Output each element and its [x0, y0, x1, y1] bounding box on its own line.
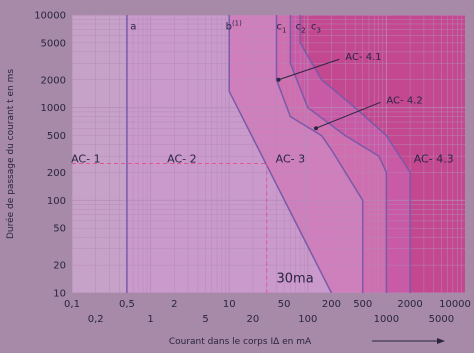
curve-label: c2: [296, 21, 306, 34]
x-tick-label: 2000: [397, 299, 422, 310]
zone-label: AC- 4.3: [414, 152, 454, 165]
x-tick-label: 5000: [429, 314, 454, 325]
x-tick-label: 0,2: [88, 314, 104, 325]
x-tick-label: 50: [278, 299, 291, 310]
y-tick-label: 50: [53, 224, 66, 235]
y-axis-title: Durée de passage du courant t en ms: [5, 69, 16, 239]
zone-ac-1: [72, 15, 127, 293]
annotation-leader: [276, 58, 340, 82]
x-tick-label: 20: [246, 314, 259, 325]
zone-label: AC- 3: [276, 152, 305, 165]
curve-label: a: [130, 21, 136, 32]
curve-b: [228, 15, 333, 293]
curve-label: c3: [311, 21, 321, 34]
x-tick-label: 500: [353, 299, 372, 310]
annotation-label: AC- 4.1: [345, 52, 381, 63]
curve-label: c1: [277, 21, 287, 34]
x-tick-label: 0,1: [64, 299, 80, 310]
x-axis-title: Courant dans le corps IΔ en mA: [169, 337, 312, 347]
x-tick-label: 10000: [439, 299, 471, 310]
y-tick-label: 10: [53, 289, 66, 300]
zone-label: AC- 2: [167, 152, 196, 165]
x-tick-label: 100: [298, 314, 317, 325]
x-tick-label: 10: [223, 299, 236, 310]
curve-c2: [289, 15, 388, 293]
annotation-label: AC- 4.2: [386, 95, 422, 106]
annotation-leader: [314, 101, 381, 131]
x-tick-label: 5: [202, 314, 208, 325]
x-tick-label: 0,5: [119, 299, 135, 310]
curve-label: b(1): [226, 19, 243, 32]
y-tick-label: 5000: [41, 38, 66, 49]
y-tick-label: 2000: [41, 75, 66, 86]
y-tick-label: 500: [47, 131, 66, 142]
x-tick-label: 1: [147, 314, 153, 325]
x-tick-label: 1000: [374, 314, 399, 325]
x-tick-label: 2: [171, 299, 177, 310]
x-tick-label: 200: [322, 299, 341, 310]
zone-label: AC- 1: [71, 152, 100, 165]
y-tick-label: 10000: [34, 11, 66, 22]
y-tick-label: 100: [47, 196, 66, 207]
curve-c1: [275, 15, 364, 293]
curve-c3: [299, 15, 411, 293]
annotation-30ma: 30ma: [277, 271, 314, 286]
y-tick-label: 200: [47, 168, 66, 179]
y-tick-label: 20: [53, 261, 66, 272]
y-tick-label: 1000: [41, 103, 66, 114]
